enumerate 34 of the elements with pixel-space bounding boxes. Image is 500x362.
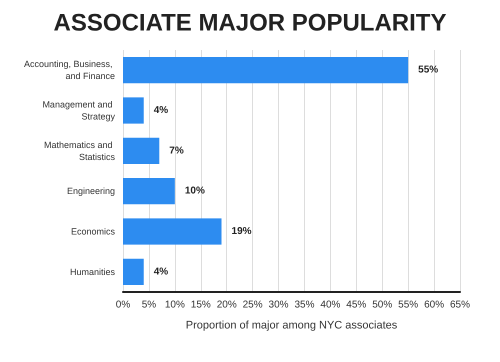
y-tick-label: Management and Strategy [42,100,116,122]
x-tick-label: 35% [294,300,315,310]
x-tick-label: 40% [320,300,340,310]
x-tick-label: 5% [142,300,156,310]
data-label: 55% [418,64,438,76]
data-label: 4% [154,105,168,116]
data-label: 19% [232,226,252,237]
x-tick-label: 25% [242,300,263,310]
chart-title: ASSOCIATE MAJOR POPULARITY [54,10,446,36]
x-tick-label: 30% [268,300,289,310]
y-tick-label: Engineering [66,186,115,196]
bar [123,258,144,285]
bar [123,57,408,84]
x-tick-label: 10% [164,300,185,310]
x-tick-label: 60% [424,300,444,310]
y-tick-label: Accounting, Business, and Finance [24,59,115,82]
x-axis-title: Proportion of major among NYC associates [186,320,398,332]
y-tick-label: Mathematics and Statistics [44,140,116,162]
bar [123,178,175,204]
data-label: 10% [184,186,205,197]
x-tick-label: 50% [372,300,392,310]
bar [123,218,222,245]
bar [123,138,160,164]
data-label: 4% [154,266,168,278]
bar [123,97,144,124]
y-tick-label: Humanities [70,266,116,277]
x-tick-label: 55% [398,300,418,310]
x-tick-label: 20% [216,300,237,310]
data-label: 7% [169,145,184,156]
x-tick-label: 15% [190,300,211,310]
x-tick-label: 0% [116,300,130,310]
y-tick-label: Economics [70,226,116,236]
x-tick-label: 45% [346,300,366,310]
x-tick-label: 65% [450,300,470,310]
